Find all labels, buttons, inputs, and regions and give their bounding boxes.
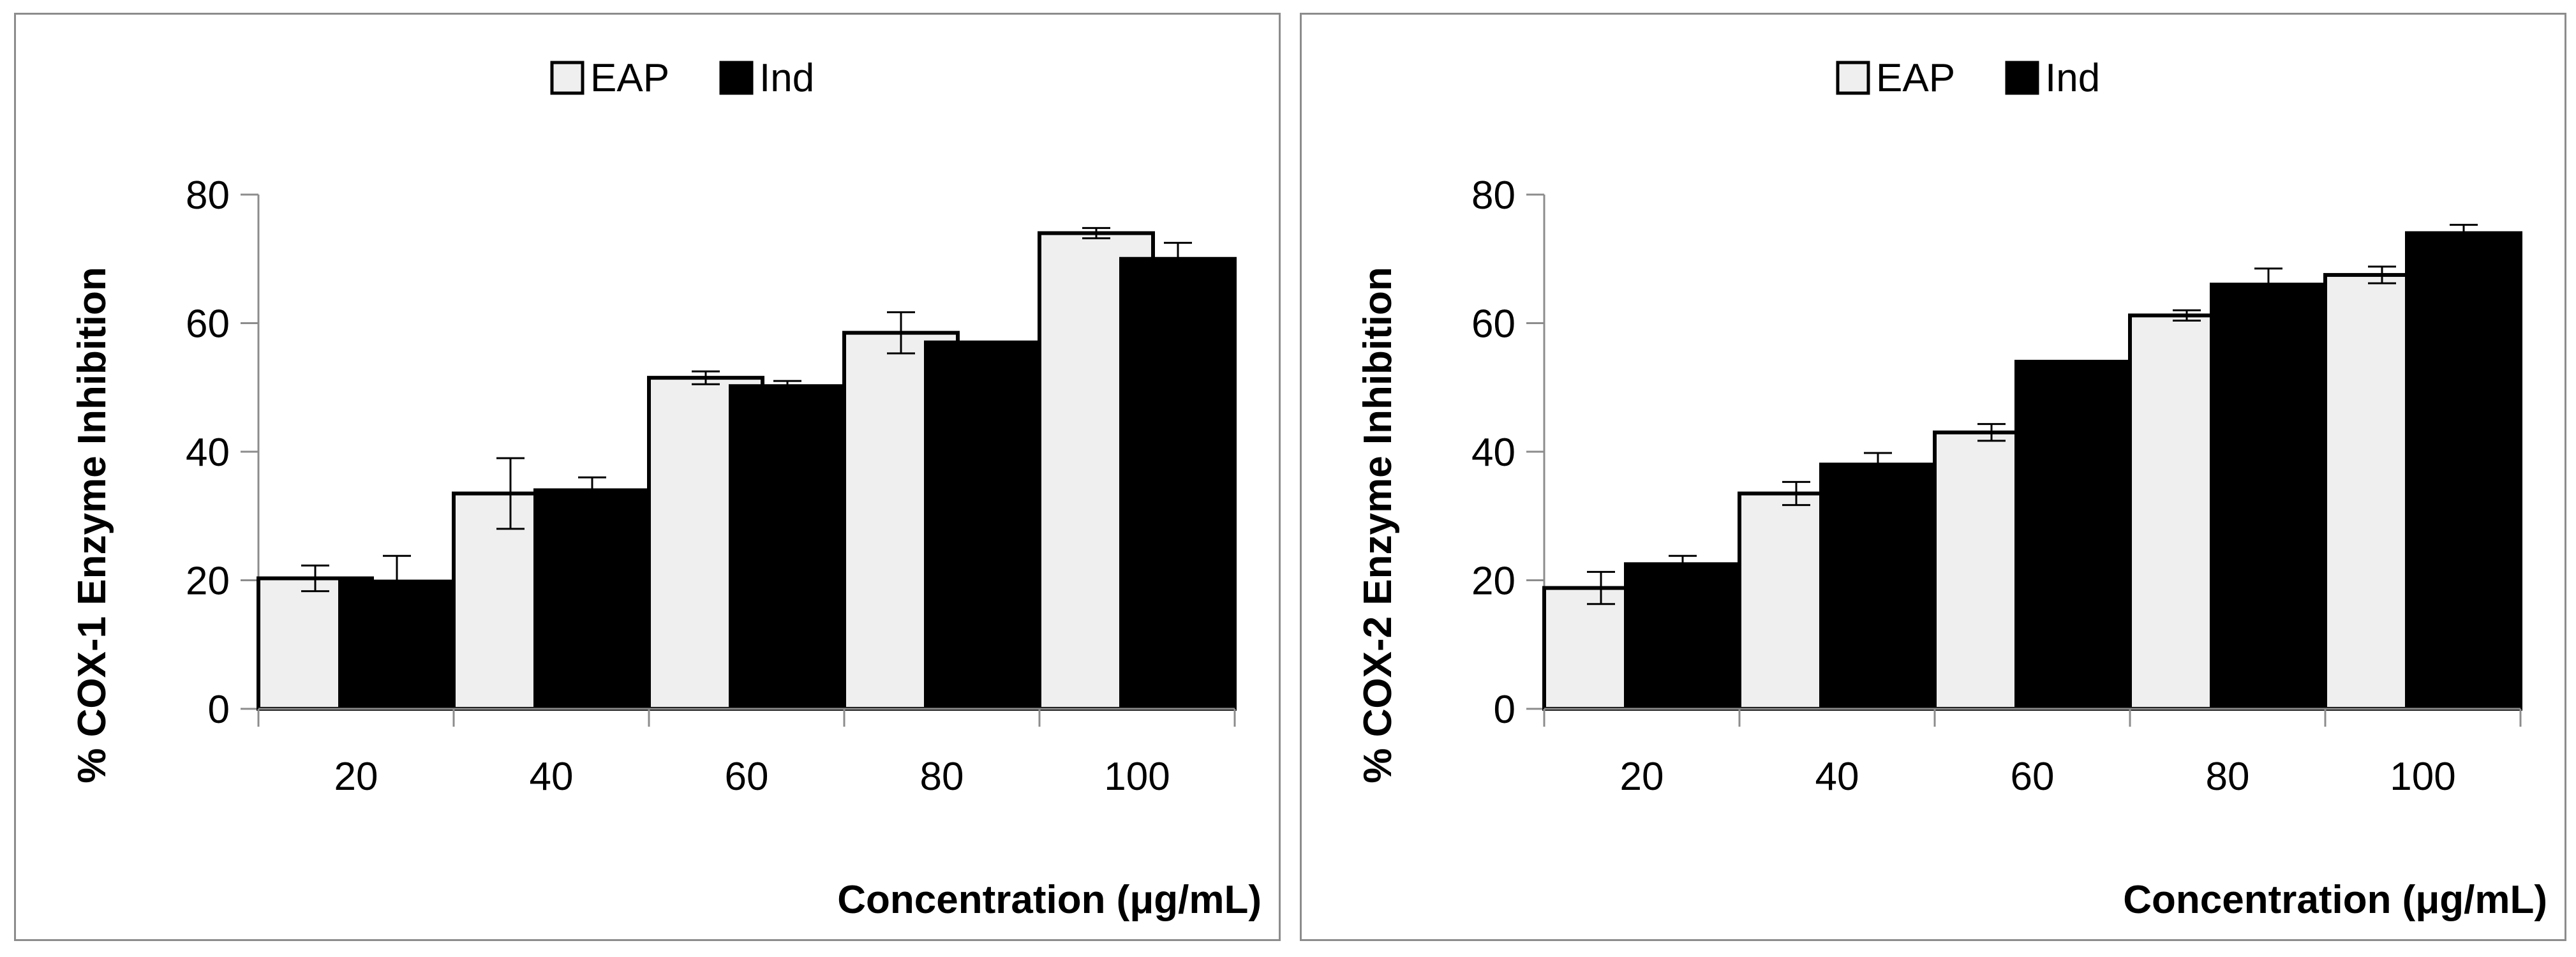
bar-ind-100 (2405, 231, 2522, 711)
bar-ind-80 (924, 340, 1041, 711)
legend-label-eap: EAP (590, 56, 669, 100)
chart-cox1: 0 20 40 60 80 20 40 60 80 100 EAP Ind Concentration … (70, 56, 1262, 922)
chart-panel-cox1: 0 20 40 60 80 20 40 60 80 100 EAP Ind Concentration … (14, 13, 1281, 941)
y-tick-label: 40 (1471, 431, 1515, 475)
x-tick-label: 20 (1620, 755, 1664, 799)
x-axis-title: Concentration (μg/mL) (2123, 878, 2547, 922)
legend-label-ind: Ind (2045, 56, 2100, 100)
legend-label-eap: EAP (1876, 56, 1955, 100)
legend-swatch-ind (2005, 61, 2039, 95)
bar-ind-40 (1819, 463, 1937, 711)
y-tick-label: 40 (186, 431, 230, 475)
y-tick-label: 80 (1471, 174, 1515, 218)
bar-ind-80 (2210, 283, 2327, 711)
x-tick-label: 40 (530, 755, 574, 799)
chart-panel-cox2: 0 20 40 60 80 20 40 60 80 100 EAP Ind Concentration … (1300, 13, 2566, 941)
y-tick-label: 20 (186, 560, 230, 604)
x-tick-label: 100 (1104, 755, 1170, 799)
y-tick-label: 60 (1471, 302, 1515, 346)
y-axis-title: % COX-1 Enzyme Inhibition (70, 267, 114, 783)
x-tick-label: 60 (2011, 755, 2055, 799)
legend-label-ind: Ind (759, 56, 814, 100)
chart-cox2: 0 20 40 60 80 20 40 60 80 100 EAP Ind Concentration … (1356, 56, 2547, 922)
bar-ind-20 (1624, 562, 1741, 711)
y-tick-label: 0 (208, 688, 230, 732)
legend-swatch-ind (719, 61, 754, 95)
x-tick-label: 20 (334, 755, 378, 799)
legend-swatch-eap (550, 61, 584, 95)
bar-ind-60 (729, 384, 846, 711)
x-tick-label: 60 (725, 755, 769, 799)
y-axis-title: % COX-2 Enzyme Inhibition (1356, 267, 1400, 783)
legend-swatch-eap (1836, 61, 1870, 95)
x-tick-label: 80 (920, 755, 964, 799)
bar-ind-100 (1119, 256, 1237, 711)
bar-ind-40 (533, 488, 651, 711)
x-tick-label: 40 (1815, 755, 1859, 799)
y-tick-label: 80 (186, 174, 230, 218)
x-tick-label: 100 (2390, 755, 2455, 799)
x-axis-title: Concentration (μg/mL) (837, 878, 1262, 922)
y-tick-label: 0 (1494, 688, 1515, 732)
bar-ind-60 (2014, 359, 2132, 711)
y-tick-label: 60 (186, 302, 230, 346)
x-tick-label: 80 (2206, 755, 2250, 799)
y-tick-label: 20 (1471, 560, 1515, 604)
